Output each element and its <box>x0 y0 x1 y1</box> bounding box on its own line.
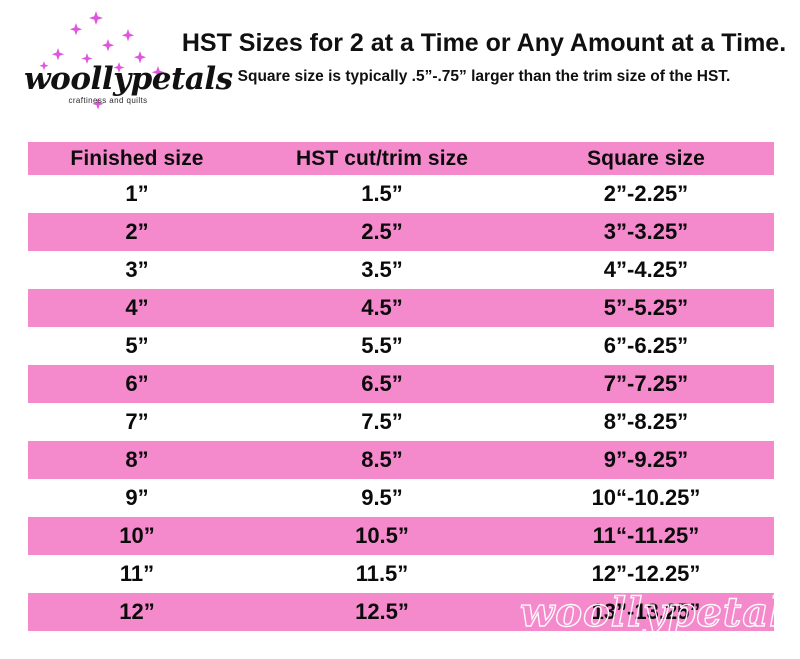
cell-finished: 12” <box>119 599 155 624</box>
table-row: 3” 3.5” 4”-4.25” <box>28 251 774 289</box>
cell-trim: 9.5” <box>361 485 403 510</box>
cell-square: 12”-12.25” <box>591 561 701 586</box>
cell-trim: 3.5” <box>361 257 403 282</box>
cell-finished: 10” <box>119 523 155 548</box>
cell-square: 5”-5.25” <box>603 295 689 320</box>
cell-trim: 10.5” <box>355 523 409 548</box>
cell-finished: 3” <box>125 257 149 282</box>
cell-finished: 4” <box>125 295 149 320</box>
cell-trim: 2.5” <box>361 219 403 244</box>
table-header-row: Finished size HST cut/trim size Square s… <box>28 142 774 175</box>
table-row: 2” 2.5” 3”-3.25” <box>28 213 774 251</box>
table-row: 8” 8.5” 9”-9.25” <box>28 441 774 479</box>
cell-square: 6”-6.25” <box>603 333 689 358</box>
page-title: HST Sizes for 2 at a Time or Any Amount … <box>181 29 787 57</box>
table-row: 10” 10.5” 11“-11.25” <box>28 517 774 555</box>
cell-square: 3”-3.25” <box>603 219 689 244</box>
hst-size-table: Finished size HST cut/trim size Square s… <box>28 142 774 631</box>
cell-square: 11“-11.25” <box>592 523 700 548</box>
cell-finished: 8” <box>125 447 149 472</box>
cell-trim: 7.5” <box>361 409 403 434</box>
table-row: 9” 9.5” 10“-10.25” <box>28 479 774 517</box>
table-row: 4” 4.5” 5”-5.25” <box>28 289 774 327</box>
table-row: 5” 5.5” 6”-6.25” <box>28 327 774 365</box>
cell-finished: 9” <box>125 485 149 510</box>
table-row: 7” 7.5” 8”-8.25” <box>28 403 774 441</box>
cell-square: 7”-7.25” <box>603 371 689 396</box>
cell-square: 2”-2.25” <box>603 181 689 206</box>
page-header: woollypetals craftiness and quilts HST S… <box>0 0 800 130</box>
decorative-stars-icon <box>39 11 165 110</box>
column-header-square-size: Square size <box>587 146 705 170</box>
cell-square: 13”-13.25” <box>591 599 701 624</box>
cell-square: 8”-8.25” <box>603 409 689 434</box>
cell-trim: 4.5” <box>361 295 403 320</box>
brand-tagline: craftiness and quilts <box>68 96 148 105</box>
cell-square: 9”-9.25” <box>603 447 689 472</box>
cell-square: 10“-10.25” <box>591 485 701 510</box>
cell-trim: 12.5” <box>355 599 409 624</box>
page-subtitle: Square size is typically .5”-.75” larger… <box>237 68 731 85</box>
cell-finished: 2” <box>125 219 149 244</box>
cell-trim: 5.5” <box>361 333 403 358</box>
table-body: 1” 1.5” 2”-2.25” 2” 2.5” 3”-3.25” 3” 3.5” 4”-4.2… <box>28 175 774 631</box>
column-header-finished-size: Finished size <box>70 146 204 170</box>
cell-trim: 11.5” <box>355 561 409 586</box>
table-row: 11” 11.5” 12”-12.25” <box>28 555 774 593</box>
cell-trim: 6.5” <box>361 371 403 396</box>
table-row: 1” 1.5” 2”-2.25” <box>28 175 774 213</box>
cell-finished: 6” <box>125 371 149 396</box>
brand-logo: woollypetals craftiness and quilts <box>22 6 233 118</box>
cell-finished: 7” <box>125 409 149 434</box>
cell-square: 4”-4.25” <box>603 257 689 282</box>
table-row: 12” 12.5” 13”-13.25” <box>28 593 774 631</box>
cell-finished: 1” <box>125 181 149 206</box>
cell-trim: 8.5” <box>361 447 403 472</box>
title-block: HST Sizes for 2 at a Time or Any Amount … <box>178 28 790 86</box>
column-header-hst-cut-trim-size: HST cut/trim size <box>295 146 469 170</box>
table-row: 6” 6.5” 7”-7.25” <box>28 365 774 403</box>
cell-finished: 11” <box>119 561 155 586</box>
cell-finished: 5” <box>125 333 149 358</box>
cell-trim: 1.5” <box>361 181 403 206</box>
